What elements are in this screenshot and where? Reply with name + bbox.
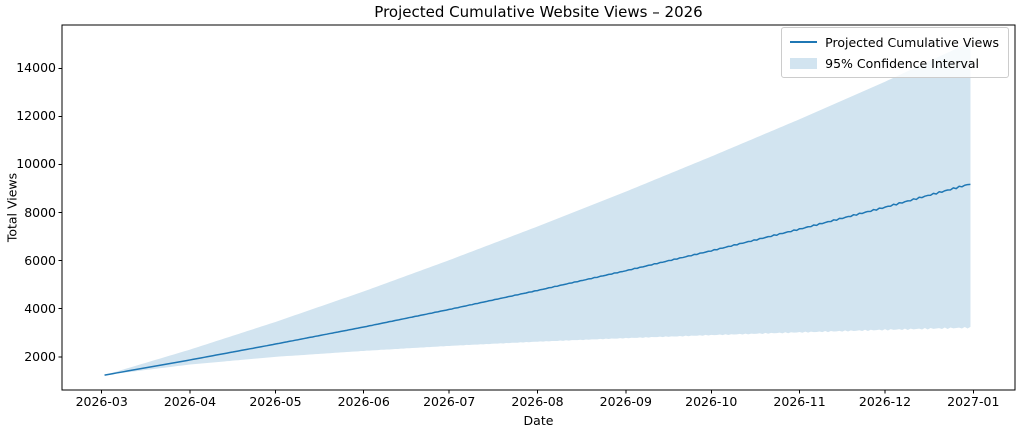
y-tick-label-14000: 14000 [16,60,56,76]
x-tick-label-2026-07: 2026-07 [423,394,476,409]
legend-label-projected-views: Projected Cumulative Views [825,34,999,50]
legend: Projected Cumulative Views 95% Confidenc… [781,27,1009,78]
legend-item-projected-views: Projected Cumulative Views [790,33,999,51]
x-axis-label: Date [523,413,554,428]
y-tick-label-12000: 12000 [16,108,56,124]
x-tick-label-2027-01: 2027-01 [947,394,1000,409]
legend-band-sample-icon [790,57,818,69]
x-tick-label-2026-05: 2026-05 [249,394,302,409]
y-tick-label-6000: 6000 [24,252,56,268]
legend-label-confidence-interval: 95% Confidence Interval [825,55,980,71]
x-tick-label-2026-09: 2026-09 [599,394,652,409]
x-tick-label-2026-08: 2026-08 [511,394,564,409]
y-tick-label-10000: 10000 [16,156,56,172]
x-tick-label-2026-10: 2026-10 [685,394,738,409]
x-tick-label-2026-06: 2026-06 [337,394,390,409]
x-tick-label-2026-11: 2026-11 [773,394,826,409]
y-tick-label-4000: 4000 [24,300,56,316]
y-tick-label-8000: 8000 [24,204,56,220]
x-tick-label-2026-03: 2026-03 [75,394,128,409]
x-tick-label-2026-04: 2026-04 [163,394,217,409]
legend-line-sample-icon [790,41,818,43]
x-tick-label-2026-12: 2026-12 [858,394,912,409]
legend-item-confidence-interval: 95% Confidence Interval [790,54,999,72]
chart-title: Projected Cumulative Website Views – 202… [374,3,703,21]
y-tick-label-2000: 2000 [24,348,56,364]
